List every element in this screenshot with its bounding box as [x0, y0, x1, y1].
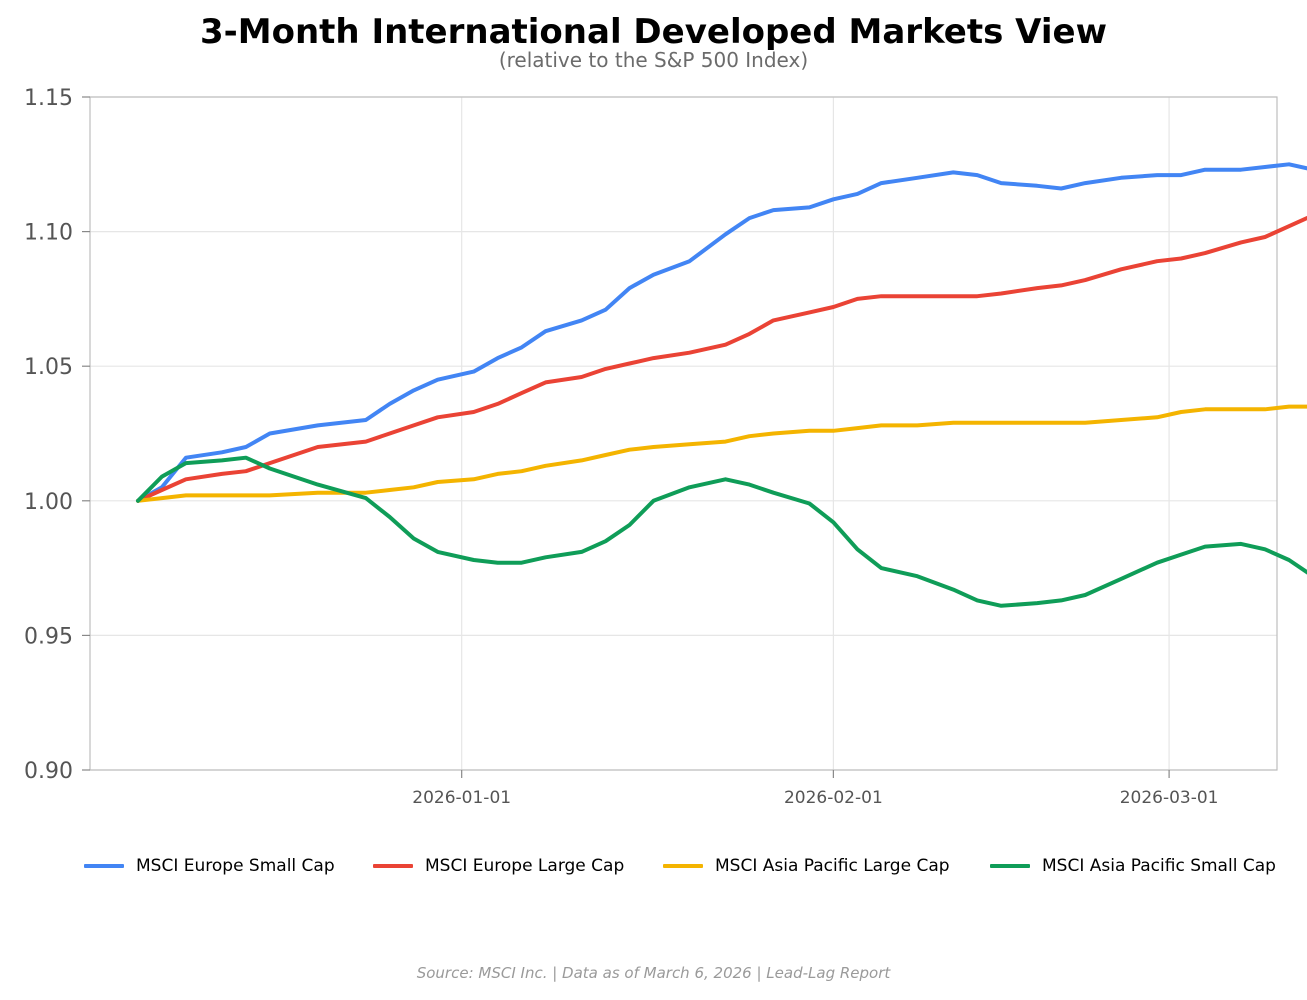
legend-item: MSCI Europe Small Cap: [84, 853, 335, 879]
series-line-1: [136, 215, 1307, 503]
legend-swatch: [373, 864, 413, 868]
series-line-0: [136, 162, 1307, 503]
legend-swatch: [990, 864, 1030, 868]
x-tick-label: 2026-02-01: [784, 788, 883, 808]
plot-frame: [89, 96, 1278, 771]
chart-title: 3-Month International Developed Markets …: [199, 12, 1107, 52]
legend-item: MSCI Asia Pacific Large Cap: [663, 853, 950, 879]
legend-label: MSCI Asia Pacific Small Cap: [1042, 856, 1276, 876]
y-tick-label: 0.90: [24, 759, 73, 784]
y-tick-label: 0.95: [24, 624, 73, 649]
chart-subtitle: (relative to the S&P 500 Index): [498, 48, 809, 72]
x-tick-label: 2026-03-01: [1120, 788, 1219, 808]
legend-item: MSCI Europe Large Cap: [373, 853, 624, 879]
y-tick-label: 1.10: [24, 221, 73, 246]
line-chart: 1.15 1.10 1.05 1.00 0.95 0.90 2026-01-01 2026-0…: [24, 86, 1307, 808]
legend-item: MSCI Asia Pacific Small Cap: [990, 853, 1276, 879]
legend-label: MSCI Asia Pacific Large Cap: [715, 856, 950, 876]
series-lines: [136, 162, 1307, 608]
x-tick-label: 2026-01-01: [412, 788, 511, 808]
axis-ticks: 1.15 1.10 1.05 1.00 0.95 0.90 2026-01-01 2026-0…: [24, 86, 1218, 808]
legend: MSCI Europe Small Cap MSCI Europe Large C…: [0, 853, 1307, 879]
source-footer: Source: MSCI Inc. | Data as of March 6, …: [416, 964, 891, 982]
legend-swatch: [84, 864, 124, 868]
y-tick-label: 1.05: [24, 355, 73, 380]
series-line-3: [136, 455, 1307, 608]
legend-swatch: [663, 864, 703, 868]
y-tick-label: 1.00: [24, 490, 73, 515]
legend-label: MSCI Europe Small Cap: [136, 856, 335, 876]
legend-label: MSCI Europe Large Cap: [425, 856, 625, 876]
y-tick-label: 1.15: [24, 86, 73, 111]
series-line-2: [136, 404, 1307, 503]
